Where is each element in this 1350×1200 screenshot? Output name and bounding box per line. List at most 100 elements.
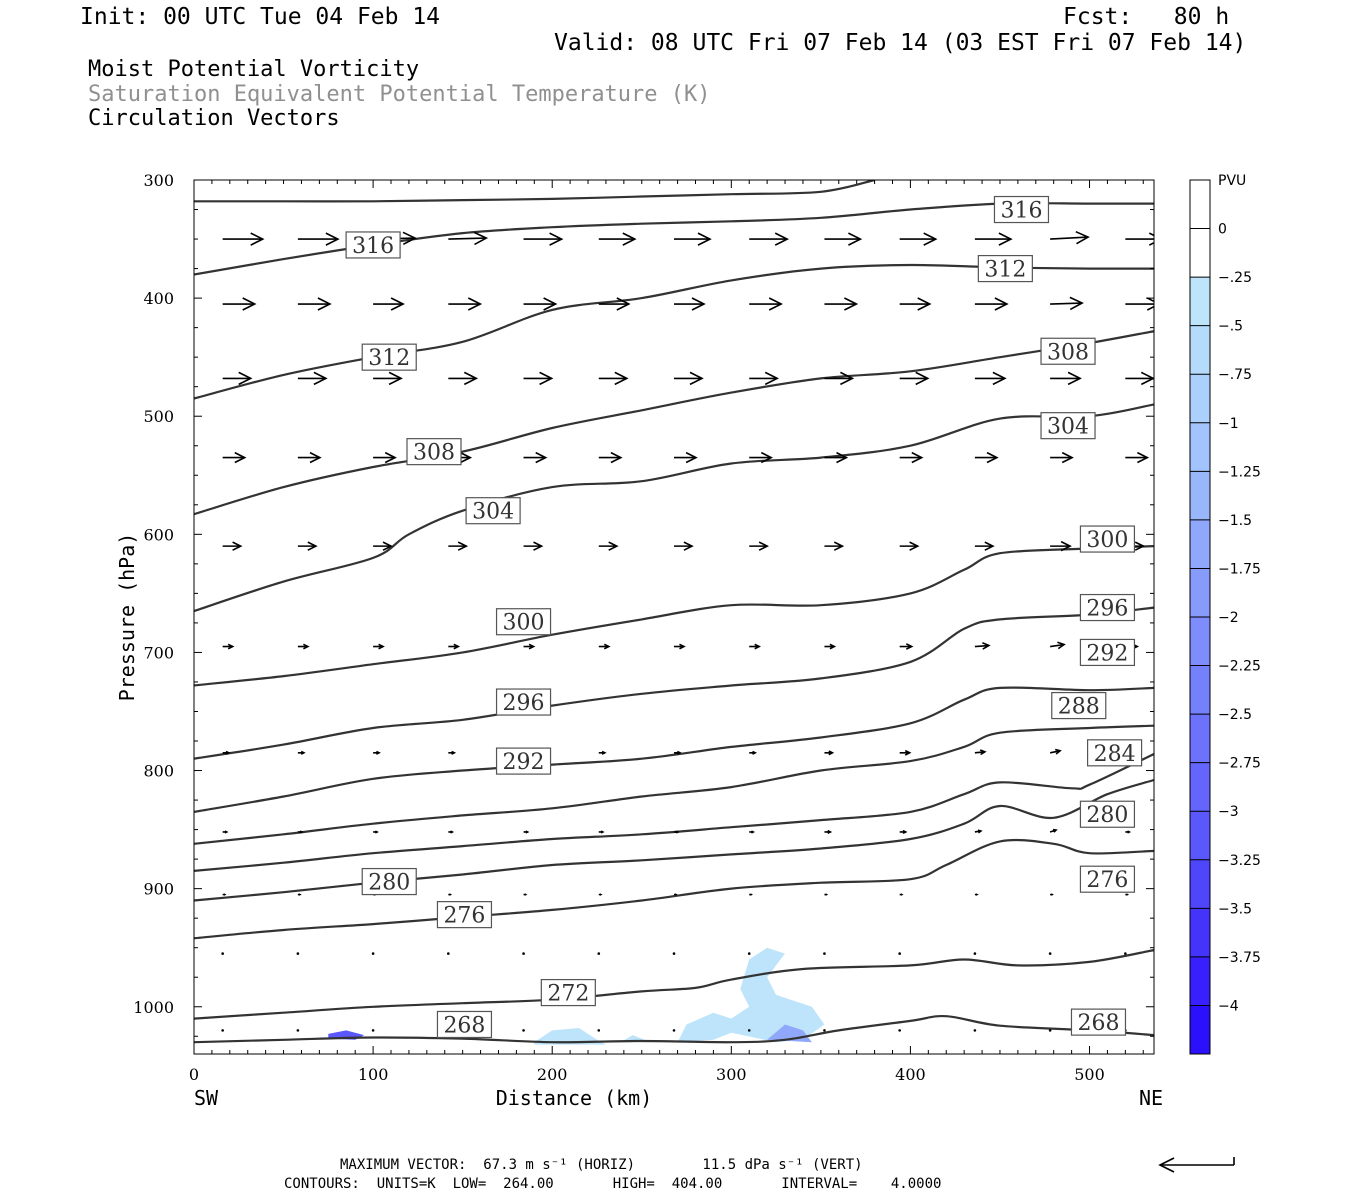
wind-vector bbox=[824, 297, 859, 311]
contour-label-box bbox=[436, 901, 493, 929]
y-axis-label: Pressure (hPa) bbox=[115, 533, 139, 702]
wind-vector bbox=[448, 750, 457, 755]
wind-vector-dot bbox=[1124, 952, 1127, 955]
wind-vector-head bbox=[768, 297, 783, 311]
contour-label-box bbox=[1079, 800, 1136, 828]
contour-label-text: 292 bbox=[1086, 641, 1128, 666]
x-endpoint-right: NE bbox=[1139, 1086, 1163, 1110]
colorbar-swatch bbox=[1190, 568, 1210, 618]
wind-vector-head bbox=[467, 297, 483, 311]
contour-label-text: 316 bbox=[352, 234, 394, 259]
axes: 300 400 500 600 700 800 900 1000 0 100 200 300 400 50… bbox=[115, 171, 1163, 1110]
wind-vector bbox=[523, 232, 564, 246]
wind-vector-head bbox=[984, 541, 995, 551]
contour-label-text: 316 bbox=[1000, 199, 1042, 224]
contour-label: 316 bbox=[345, 231, 401, 259]
contour-288 bbox=[194, 724, 1154, 845]
contour-label: 316 bbox=[993, 195, 1050, 224]
wind-vector-dot bbox=[296, 1029, 300, 1032]
theta-es-contours bbox=[194, 180, 1154, 1044]
wind-vector bbox=[373, 750, 381, 755]
wind-vector-head bbox=[982, 642, 991, 650]
wind-vector bbox=[824, 232, 863, 246]
wind-vector bbox=[222, 297, 257, 311]
reference-vector-head bbox=[1158, 1157, 1175, 1173]
wind-vector bbox=[222, 643, 235, 650]
contour-label: 296 bbox=[1079, 593, 1136, 622]
wind-vector bbox=[523, 643, 536, 650]
contour-label-box bbox=[345, 231, 401, 259]
wind-vector bbox=[598, 830, 605, 834]
wind-vector-head bbox=[614, 371, 629, 386]
wind-vector bbox=[222, 830, 229, 834]
contour-label: 304 bbox=[1040, 412, 1096, 440]
wind-vector-head bbox=[524, 893, 528, 896]
wind-vector-head bbox=[402, 231, 417, 246]
wind-vector-head bbox=[848, 232, 863, 246]
colorbar-swatch bbox=[1190, 714, 1210, 764]
wind-vector-head bbox=[610, 451, 623, 464]
contour-label: 296 bbox=[495, 688, 552, 716]
wind-vector bbox=[1048, 1029, 1052, 1032]
wind-vector bbox=[974, 829, 983, 834]
contour-label-box bbox=[1079, 593, 1136, 622]
wind-vector-dot bbox=[1048, 1029, 1052, 1032]
wind-vector bbox=[1050, 230, 1090, 245]
wind-vector bbox=[297, 371, 328, 386]
colorbar-tick-label: −.5 bbox=[1218, 319, 1243, 335]
wind-vector-head bbox=[833, 541, 845, 551]
wind-vector bbox=[598, 750, 607, 755]
wind-vector bbox=[749, 893, 753, 896]
wind-vector-head bbox=[608, 541, 619, 551]
contour-label-box bbox=[495, 688, 552, 716]
wind-vector-head bbox=[1137, 451, 1150, 464]
title-mpv: Moist Potential Vorticity bbox=[88, 57, 420, 82]
wind-vector-head bbox=[917, 297, 932, 311]
contour-label-box bbox=[406, 438, 462, 466]
wind-vector bbox=[598, 232, 637, 246]
colorbar-tick-label: −.25 bbox=[1218, 270, 1252, 286]
wind-vectors bbox=[221, 230, 1154, 1032]
wind-vector-head bbox=[1069, 296, 1084, 311]
wind-vector-shaft bbox=[1050, 302, 1083, 305]
wind-vector-head bbox=[760, 451, 773, 464]
contour-label-box bbox=[1086, 739, 1143, 767]
wind-vector-head bbox=[533, 541, 544, 551]
wind-vector-head bbox=[905, 643, 914, 650]
wind-vector bbox=[899, 232, 938, 246]
wind-vector bbox=[824, 541, 845, 551]
wind-vector bbox=[674, 451, 698, 464]
x-tick-label: 100 bbox=[358, 1065, 389, 1084]
colorbar-tick-label: −2 bbox=[1218, 610, 1239, 626]
wind-vector bbox=[1125, 893, 1130, 896]
wind-vector bbox=[297, 541, 318, 551]
wind-vector-head bbox=[227, 643, 235, 650]
contour-label-text: 292 bbox=[503, 750, 545, 775]
wind-vector bbox=[674, 297, 706, 311]
wind-vector bbox=[373, 643, 385, 650]
wind-vector bbox=[749, 541, 769, 551]
wind-vector-head bbox=[829, 643, 837, 650]
contour-label-box bbox=[1079, 525, 1136, 553]
wind-vector-head bbox=[388, 371, 403, 386]
wind-vector bbox=[824, 893, 829, 896]
contour-label-box bbox=[540, 978, 596, 1007]
wind-vector-head bbox=[828, 750, 835, 756]
wind-vector-head bbox=[977, 829, 983, 834]
colorbar-swatch bbox=[1190, 471, 1210, 521]
wind-vector-head bbox=[900, 893, 904, 896]
contour-292 bbox=[194, 686, 1154, 813]
wind-vector-dot bbox=[221, 1029, 224, 1032]
wind-vector bbox=[297, 643, 310, 650]
contour-label-text: 284 bbox=[1094, 742, 1136, 767]
wind-vector-head bbox=[1052, 828, 1058, 833]
wind-vector bbox=[296, 952, 300, 955]
colorbar-tick-label: −3 bbox=[1218, 804, 1239, 820]
pv-region-1 bbox=[534, 1028, 606, 1045]
colorbar-swatch bbox=[1190, 956, 1210, 1006]
wind-vector-head bbox=[1054, 748, 1062, 755]
y-tick-label: 900 bbox=[143, 880, 174, 899]
wind-vector-dot bbox=[747, 952, 751, 955]
wind-vector bbox=[222, 750, 231, 755]
wind-vector-head bbox=[683, 541, 694, 551]
